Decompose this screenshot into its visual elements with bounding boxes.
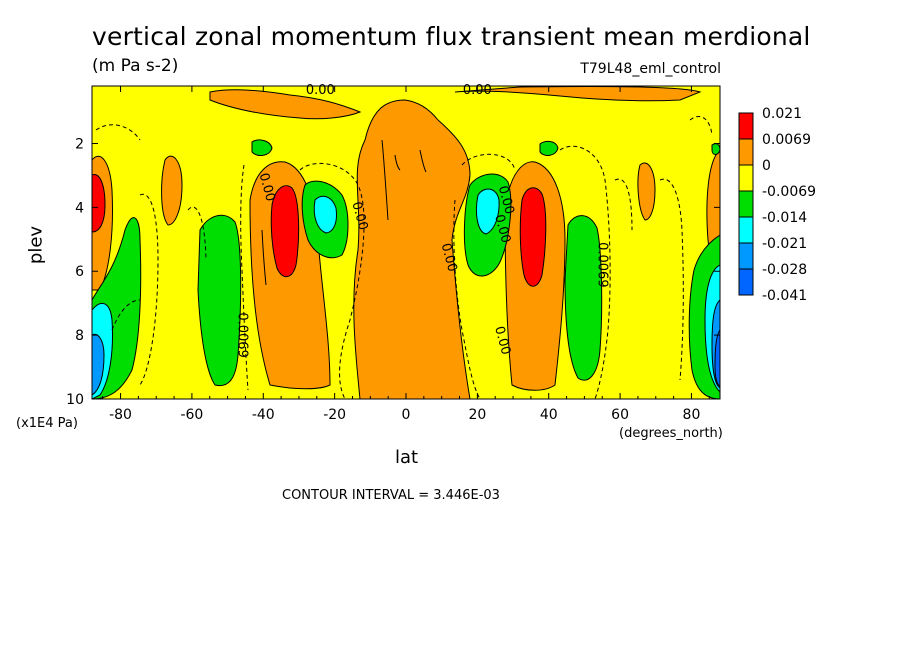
colorbar-label: 0.0069 xyxy=(762,132,811,148)
colorbar-swatch xyxy=(738,216,754,244)
west-edge-core xyxy=(92,174,106,233)
colorbar-swatch xyxy=(738,112,754,140)
chart-units: (m Pa s-2) xyxy=(92,56,179,76)
x-axis-label: lat xyxy=(395,447,419,468)
y-tick-label: 8 xyxy=(75,328,84,344)
colorbar-label: -0.041 xyxy=(762,288,807,304)
positive-contours xyxy=(261,139,427,286)
y-tick-label: 4 xyxy=(75,200,84,216)
x-tick-label: 80 xyxy=(683,407,701,423)
colorbar-label: -0.028 xyxy=(762,262,807,278)
colorbar-swatch xyxy=(738,190,754,218)
nh-midlat-negative xyxy=(564,215,603,381)
plot-area xyxy=(92,86,720,399)
colorbar-label: 0.021 xyxy=(762,106,802,122)
contour-interval: CONTOUR INTERVAL = 3.446E-03 xyxy=(282,488,500,503)
top-strip-positive xyxy=(209,89,362,120)
contour-label: 0.00 xyxy=(348,200,370,232)
y-axis-label: plev xyxy=(25,225,47,265)
x-tick-label: -20 xyxy=(323,407,346,423)
colorbar-swatch xyxy=(738,164,754,192)
contour-label: 0.0069 xyxy=(234,312,249,358)
y-axis-ticks: 2 4 6 8 10 xyxy=(66,136,720,408)
nh-mid-positive xyxy=(637,162,656,221)
colorbar-label: -0.014 xyxy=(762,210,807,226)
colorbar-swatch xyxy=(738,268,754,296)
colorbar-label: 0 xyxy=(762,158,771,174)
contour-label: 0.00 xyxy=(495,184,517,216)
sh-midlat-negative xyxy=(197,214,242,387)
contour-label: 0.00 xyxy=(306,83,335,98)
strong-positive-cores xyxy=(92,174,547,287)
contour-label: 0.00 xyxy=(491,325,513,357)
sh-jet-core xyxy=(270,185,300,278)
x-axis-units: (degrees_north) xyxy=(619,426,723,441)
colorbar-label: -0.0069 xyxy=(762,184,816,200)
x-tick-label: 40 xyxy=(540,407,558,423)
x-tick-label: 20 xyxy=(468,407,486,423)
top-east-negative xyxy=(711,143,720,155)
colorbar-swatch xyxy=(738,138,754,166)
y-tick-label: 2 xyxy=(75,136,84,152)
colorbar-label: -0.021 xyxy=(762,236,807,252)
x-tick-label: 60 xyxy=(611,407,629,423)
x-axis-ticks: -80 -60 -40 -20 0 20 40 60 80 xyxy=(102,86,710,423)
colorbar-swatch xyxy=(738,242,754,270)
dataset-label: T79L48_eml_control xyxy=(580,61,721,77)
central-positive-region xyxy=(353,99,471,399)
top-strip-positive-right xyxy=(454,86,702,102)
sh-mid-positive xyxy=(161,155,183,226)
x-tick-label: -80 xyxy=(109,407,132,423)
sh-subtropic-cyan xyxy=(313,195,337,234)
east-edge-deep-blue xyxy=(714,329,720,387)
strong-negative-cores xyxy=(92,188,720,399)
nh-jet-core xyxy=(519,187,547,287)
top-sh-negative xyxy=(251,139,273,156)
contour-label: 0.0069 xyxy=(595,242,610,288)
y-tick-label: 10 xyxy=(66,392,84,408)
contour-label: 0.00 xyxy=(438,242,460,274)
contour-label: 0.00 xyxy=(256,171,278,203)
contour-label: 0.00 xyxy=(491,213,513,245)
nh-subtropic-cyan xyxy=(475,188,500,235)
chart-title: vertical zonal momentum flux transient m… xyxy=(92,22,811,51)
y-tick-label: 6 xyxy=(75,264,84,280)
top-nh-negative xyxy=(539,140,559,156)
contour-labels: 0.00 0.000.000.000.000.000.000.00690.0069… xyxy=(234,83,609,358)
x-tick-label: -40 xyxy=(252,407,275,423)
x-tick-label: -60 xyxy=(180,407,203,423)
colorbar: 0.021 0.0069 0 -0.0069 -0.014 -0.021 -0.028 -0.… xyxy=(738,106,816,304)
contour-label: 0.00 xyxy=(463,83,492,98)
y-axis-units: (x1E4 Pa) xyxy=(16,416,78,431)
x-tick-label: 0 xyxy=(402,407,411,423)
negative-contours xyxy=(95,116,713,399)
